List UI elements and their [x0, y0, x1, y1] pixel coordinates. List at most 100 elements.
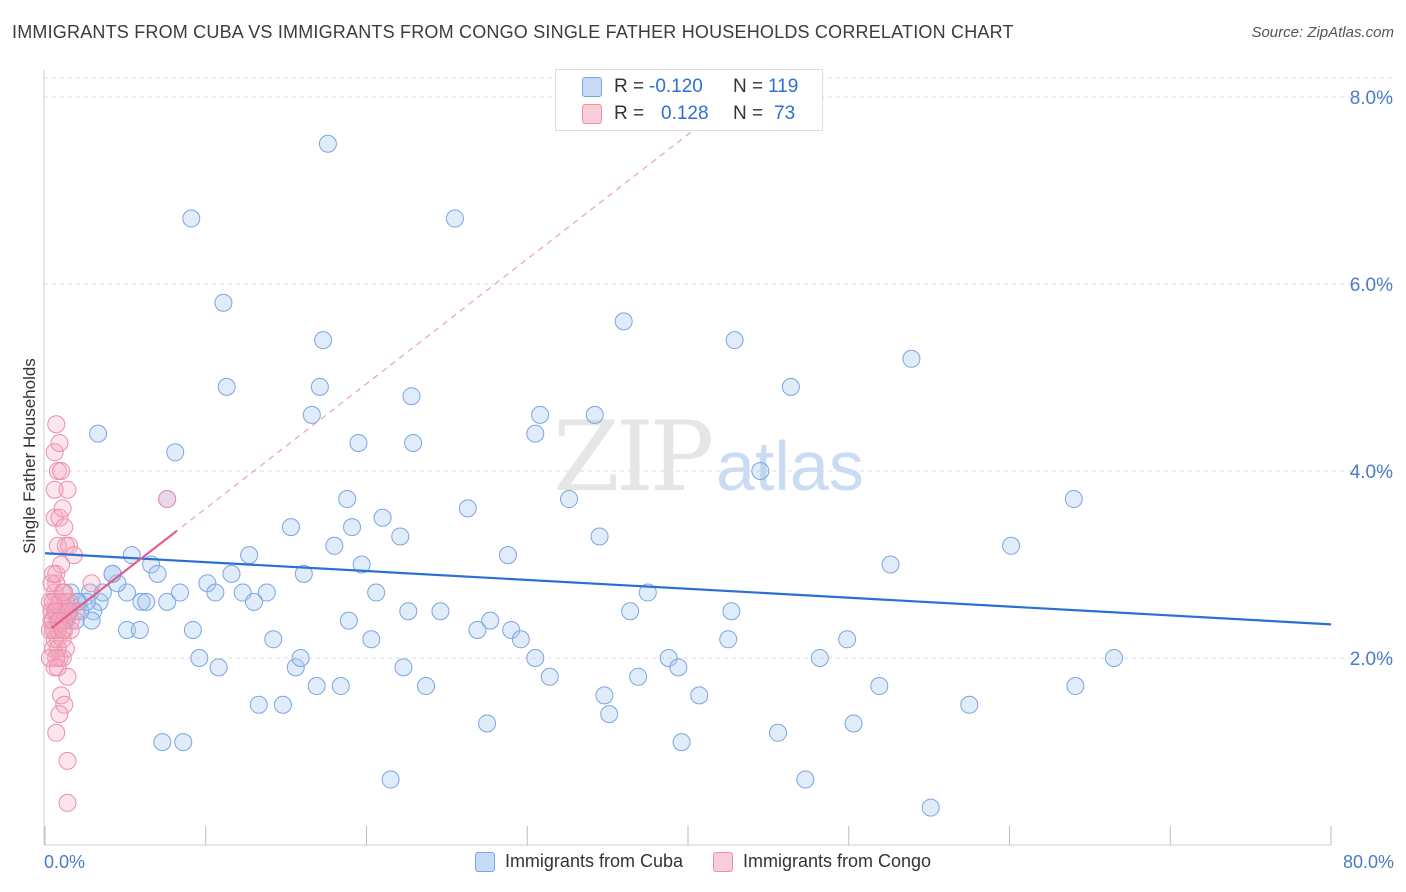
cuba-swatch	[582, 77, 602, 97]
cuba-point	[158, 592, 177, 611]
cuba-point	[722, 602, 741, 621]
cuba-point	[286, 658, 305, 677]
cuba-point	[244, 592, 263, 611]
n-value-congo: 73	[774, 103, 796, 124]
congo-point	[55, 695, 74, 714]
cuba-point	[314, 331, 333, 350]
cuba-point	[137, 592, 156, 611]
cuba-point	[240, 546, 259, 565]
x-tick-label-min: 0.0%	[44, 852, 86, 872]
stats-row-congo: R = 0.128 N = 73	[556, 101, 822, 127]
cuba-point	[367, 583, 386, 602]
congo-point	[82, 574, 101, 593]
cuba-point	[257, 583, 276, 602]
bottom-legend: Immigrants from Cuba Immigrants from Con…	[0, 851, 1406, 872]
cuba-point	[416, 677, 435, 696]
congo-point	[56, 592, 75, 611]
cuba-point	[590, 527, 609, 546]
congo-point	[55, 518, 74, 537]
x-tick-label-max: 80.0%	[1342, 852, 1394, 872]
cuba-point	[1104, 649, 1123, 667]
cuba-point	[600, 705, 619, 724]
cuba-point	[338, 490, 357, 509]
congo-point	[158, 490, 177, 509]
cuba-point	[585, 405, 604, 424]
stats-legend: R = -0.120 N = 119 R = 0.128 N = 73	[555, 69, 823, 131]
cuba-point	[1066, 677, 1085, 696]
congo-trend-line	[50, 529, 178, 629]
legend-item-cuba: Immigrants from Cuba	[474, 851, 683, 872]
cuba-point	[796, 770, 815, 789]
congo-point	[53, 583, 72, 602]
cuba-point	[310, 377, 329, 396]
cuba-point	[921, 798, 940, 817]
legend-item-congo: Immigrants from Congo	[713, 851, 931, 872]
legend-cuba-label: Immigrants from Cuba	[504, 851, 683, 871]
cuba-point	[117, 583, 136, 602]
congo-point	[58, 751, 77, 770]
r-value-congo: 0.128	[661, 103, 709, 124]
cuba-point	[182, 209, 201, 228]
cuba-point	[391, 527, 410, 546]
cuba-trend-line	[44, 552, 1332, 626]
cuba-point	[725, 331, 744, 350]
congo-point	[58, 793, 77, 812]
congo-point	[45, 443, 64, 462]
congo-point	[44, 564, 63, 583]
congo-point	[53, 499, 72, 518]
cuba-point	[595, 686, 614, 705]
cuba-point	[458, 499, 477, 518]
cuba-point	[498, 546, 517, 565]
cuba-point	[190, 649, 209, 667]
congo-point	[44, 639, 63, 658]
cuba-point	[526, 424, 545, 443]
cuba-point	[844, 714, 863, 733]
cuba-point	[318, 134, 337, 153]
cuba-point	[402, 387, 421, 406]
cuba-point	[222, 564, 241, 583]
cuba-point	[249, 695, 268, 714]
cuba-point	[1064, 490, 1083, 509]
cuba-point	[672, 733, 691, 752]
n-label: N =	[733, 103, 764, 124]
source-label: Source: ZipAtlas.com	[1251, 24, 1394, 41]
cuba-point	[531, 405, 550, 424]
cuba-point	[217, 377, 236, 396]
cuba-point	[394, 658, 413, 677]
cuba-point	[690, 686, 709, 705]
y-tick-label: 8.0%	[1350, 88, 1393, 109]
cuba-point	[540, 667, 559, 686]
cuba-point	[307, 677, 326, 696]
congo-point	[47, 649, 66, 667]
cuba-point	[90, 592, 109, 611]
n-value-cuba: 119	[768, 76, 799, 97]
legend-cuba-swatch	[474, 851, 495, 872]
cuba-point	[511, 630, 530, 649]
cuba-point	[89, 424, 108, 443]
cuba-point	[281, 518, 300, 537]
cuba-point	[502, 620, 521, 639]
congo-point	[58, 667, 77, 686]
congo-point	[55, 611, 74, 630]
congo-point	[47, 723, 66, 742]
congo-point	[52, 462, 71, 480]
watermark-atlas: atlas	[716, 427, 864, 505]
cuba-point	[166, 443, 185, 462]
cuba-point	[325, 536, 344, 555]
cuba-point	[148, 564, 167, 583]
cuba-point	[339, 611, 358, 630]
cuba-point	[294, 564, 313, 583]
cuba-point	[291, 649, 310, 667]
stats-row-cuba: R = -0.120 N = 119	[556, 74, 822, 100]
congo-point	[50, 592, 69, 611]
cuba-point	[751, 462, 770, 480]
congo-point	[53, 620, 72, 639]
congo-point	[47, 415, 66, 434]
r-value-cuba: -0.120	[649, 76, 703, 97]
cuba-point	[352, 555, 371, 574]
congo-point	[48, 658, 67, 677]
cuba-point	[621, 602, 640, 621]
cuba-point	[171, 583, 190, 602]
congo-point	[52, 686, 71, 705]
cuba-point	[214, 293, 233, 312]
